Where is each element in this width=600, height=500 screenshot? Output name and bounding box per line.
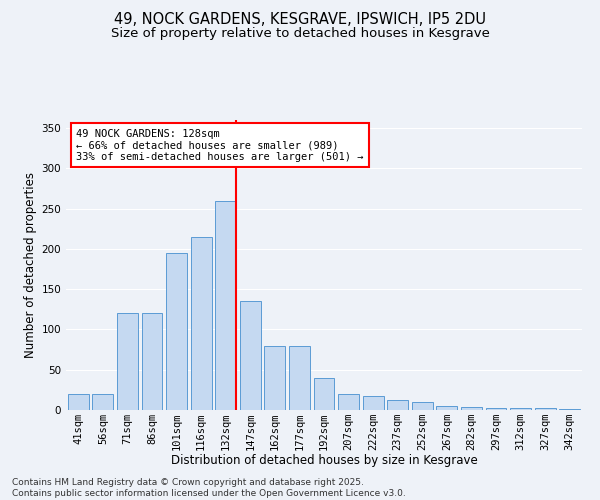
Bar [68, 394, 89, 410]
Bar [92, 394, 113, 410]
Bar [485, 408, 506, 410]
Bar [215, 200, 236, 410]
Y-axis label: Number of detached properties: Number of detached properties [24, 172, 37, 358]
X-axis label: Distribution of detached houses by size in Kesgrave: Distribution of detached houses by size … [170, 454, 478, 468]
Bar [265, 346, 286, 410]
Bar [461, 407, 482, 410]
Bar [240, 301, 261, 410]
Bar [166, 253, 187, 410]
Bar [412, 402, 433, 410]
Bar [387, 400, 408, 410]
Bar [535, 408, 556, 410]
Bar [338, 394, 359, 410]
Text: 49 NOCK GARDENS: 128sqm
← 66% of detached houses are smaller (989)
33% of semi-d: 49 NOCK GARDENS: 128sqm ← 66% of detache… [76, 128, 364, 162]
Text: Size of property relative to detached houses in Kesgrave: Size of property relative to detached ho… [110, 28, 490, 40]
Bar [142, 314, 163, 410]
Bar [314, 378, 334, 410]
Bar [559, 409, 580, 410]
Text: Contains HM Land Registry data © Crown copyright and database right 2025.
Contai: Contains HM Land Registry data © Crown c… [12, 478, 406, 498]
Bar [117, 314, 138, 410]
Bar [362, 396, 383, 410]
Bar [289, 346, 310, 410]
Bar [191, 237, 212, 410]
Bar [510, 408, 531, 410]
Text: 49, NOCK GARDENS, KESGRAVE, IPSWICH, IP5 2DU: 49, NOCK GARDENS, KESGRAVE, IPSWICH, IP5… [114, 12, 486, 28]
Bar [436, 406, 457, 410]
